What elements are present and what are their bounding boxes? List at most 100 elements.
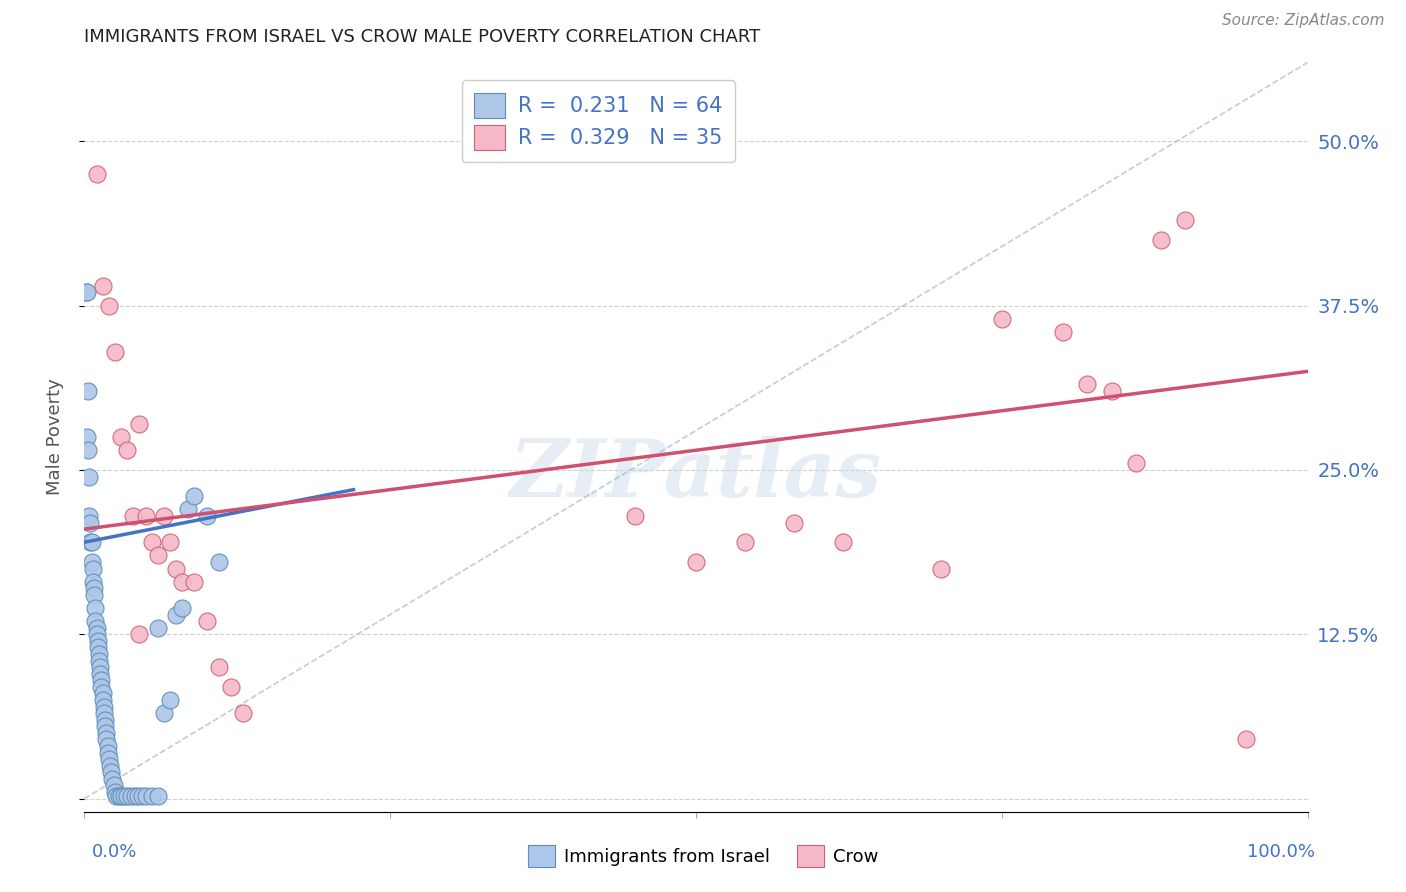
- Point: [219, 680, 242, 694]
- Point: [624, 508, 647, 523]
- Point: [80, 535, 103, 549]
- Point: [734, 535, 756, 549]
- Point: [100, 765, 122, 780]
- Point: [82, 574, 104, 589]
- Point: [1125, 456, 1147, 470]
- Point: [91, 279, 114, 293]
- Point: [208, 660, 231, 674]
- Point: [77, 384, 100, 398]
- Point: [96, 732, 118, 747]
- Point: [1150, 233, 1173, 247]
- Point: [1052, 325, 1074, 339]
- Point: [122, 508, 145, 523]
- Point: [93, 706, 115, 720]
- Point: [97, 739, 120, 753]
- Point: [146, 789, 169, 803]
- Point: [84, 601, 107, 615]
- Point: [75, 285, 97, 300]
- Point: [172, 574, 194, 589]
- Point: [94, 719, 117, 733]
- Point: [97, 752, 120, 766]
- Point: [146, 549, 169, 563]
- Point: [91, 693, 114, 707]
- Y-axis label: Male Poverty: Male Poverty: [45, 379, 63, 495]
- Point: [1236, 732, 1258, 747]
- Point: [82, 561, 104, 575]
- Legend: Immigrants from Israel, Crow: Immigrants from Israel, Crow: [520, 838, 886, 874]
- Point: [91, 686, 114, 700]
- Point: [107, 789, 129, 803]
- Point: [110, 789, 132, 803]
- Point: [103, 779, 125, 793]
- Point: [96, 726, 118, 740]
- Point: [86, 621, 108, 635]
- Point: [77, 508, 100, 523]
- Point: [87, 654, 110, 668]
- Point: [89, 666, 111, 681]
- Point: [177, 502, 200, 516]
- Point: [128, 417, 150, 431]
- Point: [232, 706, 254, 720]
- Text: Source: ZipAtlas.com: Source: ZipAtlas.com: [1222, 13, 1385, 29]
- Point: [685, 555, 707, 569]
- Point: [84, 614, 107, 628]
- Point: [783, 516, 806, 530]
- Point: [115, 443, 138, 458]
- Point: [97, 746, 120, 760]
- Point: [159, 535, 181, 549]
- Point: [159, 693, 181, 707]
- Point: [76, 285, 98, 300]
- Point: [93, 699, 115, 714]
- Point: [80, 555, 103, 569]
- Point: [97, 299, 120, 313]
- Point: [86, 627, 108, 641]
- Point: [1101, 384, 1123, 398]
- Point: [929, 561, 952, 575]
- Point: [115, 789, 138, 803]
- Point: [183, 489, 205, 503]
- Point: [105, 789, 128, 803]
- Point: [124, 789, 146, 803]
- Point: [89, 660, 111, 674]
- Point: [991, 311, 1014, 326]
- Point: [104, 344, 127, 359]
- Point: [165, 607, 187, 622]
- Point: [127, 789, 149, 803]
- Point: [141, 535, 163, 549]
- Point: [90, 680, 112, 694]
- Point: [195, 614, 218, 628]
- Point: [208, 555, 231, 569]
- Point: [128, 627, 150, 641]
- Text: 100.0%: 100.0%: [1247, 843, 1315, 861]
- Point: [153, 508, 176, 523]
- Point: [79, 535, 101, 549]
- Point: [77, 469, 100, 483]
- Point: [831, 535, 853, 549]
- Point: [1174, 213, 1197, 227]
- Point: [172, 601, 194, 615]
- Point: [141, 789, 163, 803]
- Point: [87, 640, 110, 655]
- Point: [79, 516, 101, 530]
- Point: [77, 443, 100, 458]
- Point: [76, 430, 98, 444]
- Point: [86, 167, 108, 181]
- Point: [120, 789, 142, 803]
- Point: [87, 633, 110, 648]
- Point: [146, 621, 169, 635]
- Point: [1076, 377, 1098, 392]
- Point: [83, 588, 105, 602]
- Text: 0.0%: 0.0%: [91, 843, 136, 861]
- Point: [98, 758, 121, 772]
- Point: [131, 789, 153, 803]
- Point: [135, 789, 157, 803]
- Point: [90, 673, 112, 688]
- Point: [110, 430, 132, 444]
- Text: ZIPatlas: ZIPatlas: [510, 436, 882, 513]
- Point: [135, 508, 157, 523]
- Point: [165, 561, 187, 575]
- Legend: R =  0.231   N = 64, R =  0.329   N = 35: R = 0.231 N = 64, R = 0.329 N = 35: [461, 80, 735, 162]
- Point: [183, 574, 205, 589]
- Point: [153, 706, 176, 720]
- Point: [87, 647, 110, 661]
